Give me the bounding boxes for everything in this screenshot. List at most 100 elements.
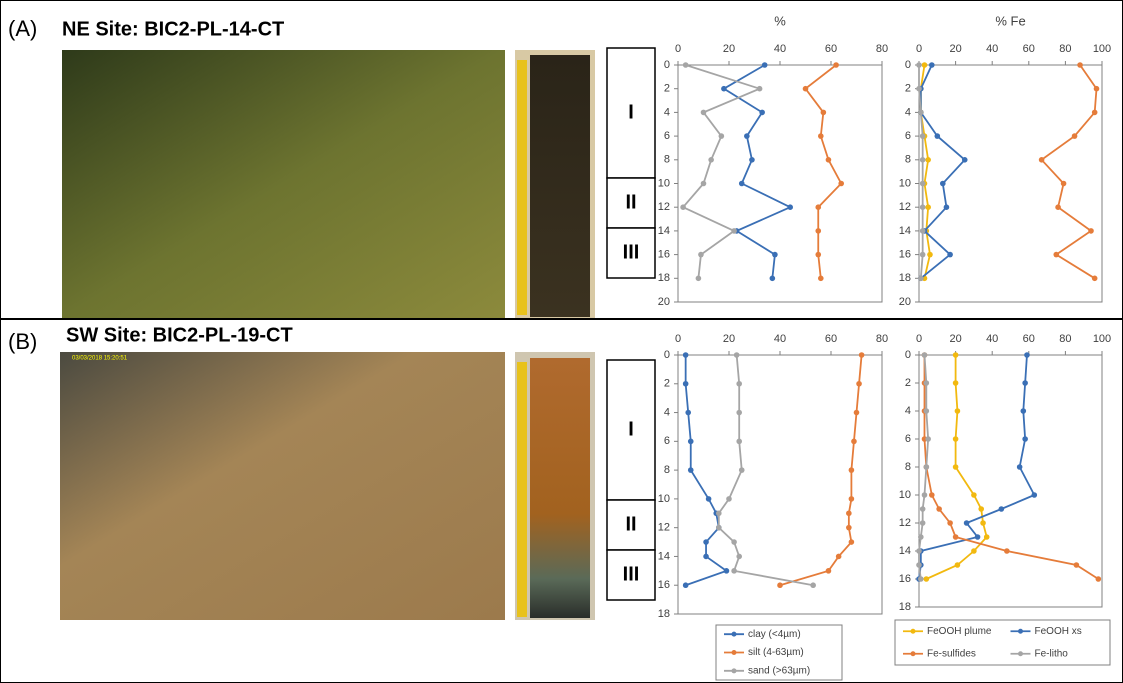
data-point [1024,352,1030,358]
data-point [838,180,844,187]
y-tick-label: 2 [664,378,670,390]
x-tick-label: 0 [916,333,922,345]
panel-label: (A) [8,16,37,41]
data-point [738,467,745,473]
series-line [925,355,988,580]
y-tick-label: 4 [664,406,670,418]
data-point [925,204,931,210]
data-point [716,524,722,531]
axis-title: % Fe [995,13,1025,28]
data-point [718,133,725,139]
data-point [983,534,990,540]
y-tick-label: 12 [899,517,911,529]
data-point [846,524,852,531]
legend-marker [910,651,916,657]
data-point [749,157,755,163]
data-point [1020,408,1027,414]
x-tick-label: 100 [1093,43,1111,55]
data-point [687,438,694,445]
y-tick-label: 20 [899,296,911,308]
data-point [848,496,855,502]
data-point [919,520,926,526]
y-tick-label: 12 [899,201,911,213]
data-point [925,436,931,442]
data-point [936,506,942,512]
data-point [971,492,977,498]
y-tick-label: 2 [905,83,911,95]
x-tick-label: 40 [774,43,786,55]
data-point [733,352,740,358]
data-point [921,352,928,358]
data-point [918,534,924,540]
series-line [919,64,967,279]
data-point [934,133,941,139]
data-point [815,251,822,258]
ruler [517,60,527,315]
data-point [825,568,832,574]
core [530,358,590,618]
y-tick-label: 18 [899,272,911,284]
core [530,55,590,317]
series-line [684,355,729,587]
data-point [723,568,730,574]
data-point [698,251,704,258]
panel-label: (B) [8,329,37,354]
y-tick-label: 18 [658,608,670,620]
data-point [1053,251,1060,258]
data-point [682,582,689,589]
data-point [736,380,742,387]
y-tick-label: 14 [658,225,670,237]
data-point [810,582,816,589]
y-tick-label: 0 [664,349,670,361]
x-tick-label: 80 [1059,43,1071,55]
y-tick-label: 6 [664,435,670,447]
data-point [925,157,931,163]
data-point [769,275,776,282]
y-tick-label: 6 [905,130,911,142]
data-point [700,180,707,187]
data-point [1016,464,1023,470]
legend-box [894,619,1111,666]
data-point [998,506,1005,512]
x-tick-label: 100 [1093,333,1111,345]
y-tick-label: 16 [658,579,670,591]
data-point [726,496,732,502]
data-point [919,506,926,512]
data-point [703,539,709,545]
unit-label: I [628,101,634,123]
y-tick-label: 2 [664,83,670,95]
data-point [777,582,783,589]
data-point [947,251,953,258]
data-point [853,409,860,416]
y-tick-label: 10 [899,489,911,501]
legend-marker [1018,628,1023,634]
data-point [736,409,742,416]
x-tick-label: 40 [986,333,998,345]
data-point [687,467,694,473]
x-tick-label: 20 [949,333,961,345]
data-point [772,251,778,258]
y-tick-label: 16 [899,249,911,261]
x-tick-label: 0 [675,43,681,55]
data-point [918,275,924,282]
seafloor-photo [60,352,505,620]
data-point [954,408,961,414]
unit-label: II [625,513,636,535]
data-point [848,539,855,545]
data-point [919,204,926,210]
data-point [921,62,928,68]
data-point [856,380,862,387]
legend-marker [731,650,737,655]
series-line [1040,64,1098,280]
y-tick-label: 0 [905,59,911,71]
data-point [921,492,928,498]
data-point [961,157,968,163]
data-point [744,133,750,139]
x-tick-label: 40 [774,333,786,345]
unit-box [606,359,656,501]
unit-box [606,177,656,229]
x-tick-label: 60 [825,43,837,55]
legend-label: FeOOH plume [927,626,992,637]
y-tick-label: 8 [905,154,911,166]
